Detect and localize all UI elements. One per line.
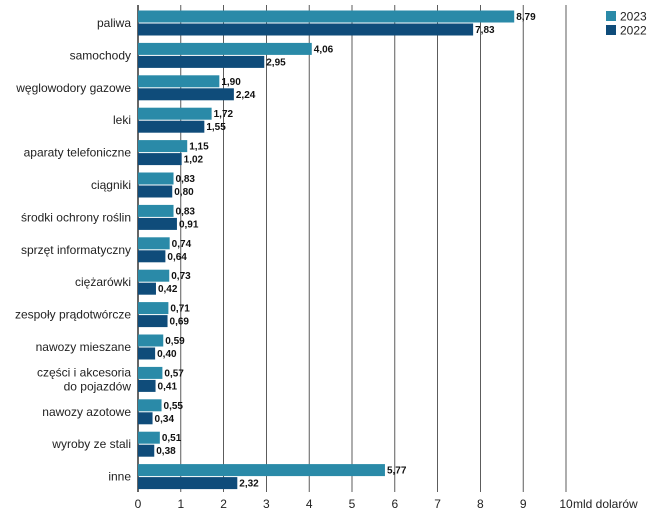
value-label: 0,38 — [156, 446, 176, 457]
value-label: 0,69 — [170, 317, 190, 328]
category-label: węglowodory gazowe — [15, 81, 131, 95]
tick-label: 3 — [263, 497, 270, 511]
bar-2022 — [138, 250, 166, 263]
value-label: 5,77 — [387, 466, 407, 477]
category-label: nawozy mieszane — [36, 340, 132, 354]
legend-swatch — [606, 11, 616, 21]
legend-label: 2022 — [620, 24, 647, 38]
bar-2022 — [138, 120, 205, 133]
tick-label: 10 — [559, 497, 573, 511]
tick-label: 2 — [220, 497, 227, 511]
value-label: 2,95 — [266, 57, 286, 68]
value-label: 1,15 — [189, 142, 209, 153]
legend-label: 2023 — [620, 10, 647, 24]
value-label: 0,71 — [170, 304, 190, 315]
value-label: 4,06 — [314, 44, 334, 55]
bar-2023 — [138, 172, 174, 185]
category-label: części i akcesoria — [37, 365, 131, 379]
value-label: 7,83 — [475, 25, 495, 36]
bar-2023 — [138, 204, 174, 217]
tick-label: 6 — [391, 497, 398, 511]
tick-label: 0 — [135, 497, 142, 511]
bar-2022 — [138, 315, 168, 328]
bar-2022 — [138, 153, 182, 166]
value-label: 0,73 — [171, 271, 191, 282]
bar-2023 — [138, 237, 170, 250]
value-label: 0,42 — [158, 284, 178, 295]
bar-2023 — [138, 10, 515, 23]
bar-2022 — [138, 23, 474, 36]
value-label: 1,72 — [214, 109, 234, 120]
legend-swatch — [606, 25, 616, 35]
bar-2023 — [138, 42, 312, 55]
bar-2023 — [138, 269, 170, 282]
bar-2022 — [138, 477, 238, 490]
category-label: inne — [108, 470, 131, 484]
value-label: 2,32 — [239, 479, 259, 490]
category-labels: paliwa samochody węglowodory gazowe leki apa… — [15, 16, 131, 484]
value-label: 1,02 — [184, 155, 204, 166]
value-label: 2,24 — [236, 90, 256, 101]
value-label: 0,55 — [164, 401, 184, 412]
category-label: samochody — [70, 48, 131, 62]
bar-2023 — [138, 366, 163, 379]
bar-2022 — [138, 379, 156, 392]
bar-2023 — [138, 464, 385, 477]
category-label: wyroby ze stali — [51, 437, 131, 451]
category-label: ciągniki — [91, 178, 131, 192]
tick-label: 4 — [306, 497, 313, 511]
value-label: 0,59 — [165, 336, 185, 347]
value-label: 1,90 — [221, 77, 241, 88]
value-label: 8,79 — [516, 12, 536, 23]
bar-2022 — [138, 217, 177, 230]
value-label: 0,34 — [155, 414, 175, 425]
bar-2022 — [138, 282, 156, 295]
bar-2022 — [138, 444, 155, 457]
value-label: 1,55 — [206, 122, 226, 133]
tick-label: 9 — [520, 497, 527, 511]
category-label: nawozy azotowe — [42, 405, 131, 419]
bar-2023 — [138, 431, 160, 444]
tick-label: 8 — [477, 497, 484, 511]
bar-2023 — [138, 75, 220, 88]
bar-2023 — [138, 140, 188, 153]
bar-2023 — [138, 334, 164, 347]
value-label: 0,80 — [174, 187, 194, 198]
bar-2023 — [138, 302, 169, 315]
value-label: 0,64 — [167, 252, 187, 263]
tick-label: 1 — [177, 497, 184, 511]
value-label: 0,40 — [157, 349, 177, 360]
category-label: aparaty telefoniczne — [24, 146, 132, 160]
category-label: paliwa — [97, 16, 131, 30]
value-label: 0,83 — [176, 206, 196, 217]
x-axis-ticks: 0 1 2 3 4 5 6 7 8 9 10 mld dolarów — [135, 497, 638, 511]
value-label: 0,74 — [172, 239, 192, 250]
bar-2023 — [138, 399, 162, 412]
tick-label: 7 — [434, 497, 441, 511]
x-axis-label: mld dolarów — [573, 497, 638, 511]
category-label: do pojazdów — [64, 379, 132, 393]
value-label: 0,83 — [176, 174, 196, 185]
category-label: sprzęt informatyczny — [21, 243, 131, 257]
category-label: środki ochrony roślin — [21, 210, 131, 224]
tick-label: 5 — [349, 497, 356, 511]
value-label: 0,51 — [162, 433, 182, 444]
bar-2022 — [138, 412, 153, 425]
bars: 8,79 7,83 4,06 2,95 1,90 2,241,72 1,55 1,15 1,02… — [138, 10, 536, 490]
category-label: leki — [113, 113, 131, 127]
bar-2022 — [138, 185, 173, 198]
bar-2023 — [138, 107, 212, 120]
bar-2022 — [138, 55, 265, 68]
value-label: 0,91 — [179, 219, 199, 230]
category-label: zespoły prądotwórcze — [15, 308, 131, 322]
value-label: 0,57 — [164, 368, 184, 379]
value-label: 0,41 — [158, 381, 178, 392]
bar-2022 — [138, 88, 234, 101]
category-label: ciężarówki — [75, 275, 131, 289]
bar-2022 — [138, 347, 156, 360]
